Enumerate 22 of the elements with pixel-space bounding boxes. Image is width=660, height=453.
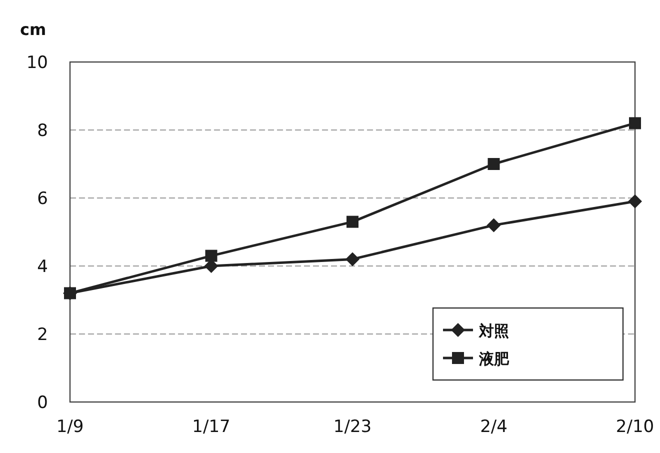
y-tick-label: 0 bbox=[37, 393, 48, 413]
point bbox=[486, 218, 501, 232]
point bbox=[346, 216, 358, 228]
x-tick-label: 1/23 bbox=[333, 417, 372, 437]
x-tick-label: 1/17 bbox=[192, 417, 230, 437]
y-tick-label: 8 bbox=[37, 121, 48, 141]
y-tick-label: 4 bbox=[37, 257, 48, 277]
point bbox=[629, 117, 641, 130]
x-tick-label: 1/9 bbox=[56, 417, 84, 437]
y-tick-label: 2 bbox=[37, 325, 48, 345]
y-tick-label: 6 bbox=[37, 189, 48, 209]
legend-label: 対照 bbox=[478, 322, 509, 340]
point bbox=[205, 250, 218, 262]
y-axis-title: cm bbox=[20, 20, 46, 39]
point bbox=[628, 194, 642, 208]
y-tick-label: 10 bbox=[26, 53, 48, 73]
point bbox=[488, 158, 500, 170]
x-tick-label: 2/10 bbox=[616, 417, 654, 437]
point bbox=[64, 287, 76, 300]
legend-label: 液肥 bbox=[478, 350, 510, 368]
x-tick-label: 2/4 bbox=[480, 417, 508, 437]
point bbox=[346, 252, 360, 266]
